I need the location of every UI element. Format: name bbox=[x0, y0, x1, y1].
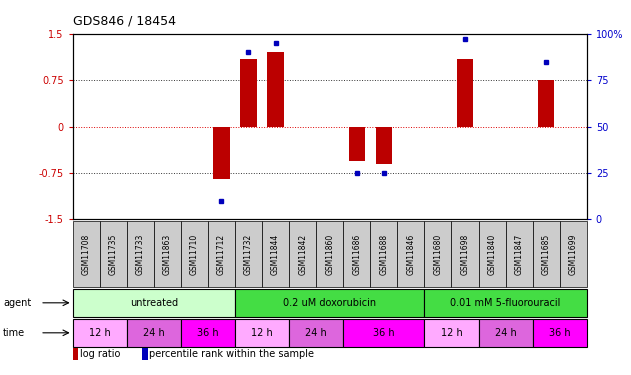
Text: GSM11847: GSM11847 bbox=[515, 233, 524, 274]
Bar bbox=[533, 221, 560, 287]
Text: untreated: untreated bbox=[130, 298, 178, 308]
Bar bbox=[316, 221, 343, 287]
Text: percentile rank within the sample: percentile rank within the sample bbox=[149, 350, 314, 359]
Bar bbox=[127, 221, 154, 287]
Bar bbox=[375, 127, 392, 164]
Bar bbox=[425, 289, 587, 317]
Bar bbox=[505, 221, 533, 287]
Bar bbox=[533, 319, 587, 347]
Bar bbox=[73, 289, 235, 317]
Bar bbox=[127, 319, 181, 347]
Text: GSM11863: GSM11863 bbox=[163, 233, 172, 274]
Bar bbox=[478, 221, 505, 287]
Text: GSM11688: GSM11688 bbox=[379, 234, 388, 274]
Bar bbox=[73, 221, 100, 287]
Text: 36 h: 36 h bbox=[197, 328, 219, 338]
Bar bbox=[452, 221, 478, 287]
Bar bbox=[538, 80, 555, 127]
Bar bbox=[142, 348, 148, 360]
Text: GSM11699: GSM11699 bbox=[569, 233, 578, 275]
Text: time: time bbox=[3, 328, 25, 338]
Bar bbox=[343, 221, 370, 287]
Bar bbox=[425, 319, 478, 347]
Text: agent: agent bbox=[3, 298, 32, 308]
Bar bbox=[289, 319, 343, 347]
Bar bbox=[398, 221, 425, 287]
Text: GSM11685: GSM11685 bbox=[542, 233, 551, 274]
Bar bbox=[289, 221, 316, 287]
Text: 36 h: 36 h bbox=[373, 328, 394, 338]
Text: 12 h: 12 h bbox=[89, 328, 110, 338]
Bar bbox=[235, 319, 289, 347]
Text: GSM11842: GSM11842 bbox=[298, 234, 307, 274]
Text: GSM11680: GSM11680 bbox=[433, 233, 442, 274]
Text: 24 h: 24 h bbox=[495, 328, 517, 338]
Bar bbox=[73, 348, 78, 360]
Text: GSM11844: GSM11844 bbox=[271, 233, 280, 274]
Text: GSM11860: GSM11860 bbox=[325, 233, 334, 274]
Bar bbox=[262, 221, 289, 287]
Text: 0.01 mM 5-fluorouracil: 0.01 mM 5-fluorouracil bbox=[451, 298, 561, 308]
Text: GSM11735: GSM11735 bbox=[109, 233, 117, 275]
Bar bbox=[478, 319, 533, 347]
Text: GSM11840: GSM11840 bbox=[488, 233, 497, 274]
Text: GSM11712: GSM11712 bbox=[217, 234, 226, 274]
Bar bbox=[457, 58, 473, 127]
Bar bbox=[560, 221, 587, 287]
Bar bbox=[73, 319, 127, 347]
Bar bbox=[370, 221, 398, 287]
Bar bbox=[268, 53, 284, 127]
Text: 0.2 uM doxorubicin: 0.2 uM doxorubicin bbox=[283, 298, 376, 308]
Bar bbox=[100, 221, 127, 287]
Bar bbox=[181, 319, 235, 347]
Text: GSM11686: GSM11686 bbox=[352, 233, 362, 274]
Bar bbox=[213, 127, 230, 179]
Text: 36 h: 36 h bbox=[549, 328, 570, 338]
Text: 12 h: 12 h bbox=[251, 328, 273, 338]
Text: GSM11846: GSM11846 bbox=[406, 233, 415, 274]
Bar bbox=[425, 221, 452, 287]
Text: 24 h: 24 h bbox=[305, 328, 327, 338]
Bar bbox=[343, 319, 425, 347]
Text: GDS846 / 18454: GDS846 / 18454 bbox=[73, 15, 175, 28]
Text: 24 h: 24 h bbox=[143, 328, 165, 338]
Bar bbox=[154, 221, 181, 287]
Bar bbox=[208, 221, 235, 287]
Bar bbox=[235, 221, 262, 287]
Text: GSM11708: GSM11708 bbox=[81, 233, 91, 274]
Text: GSM11733: GSM11733 bbox=[136, 233, 144, 275]
Text: 12 h: 12 h bbox=[440, 328, 463, 338]
Bar bbox=[240, 58, 257, 127]
Bar bbox=[349, 127, 365, 160]
Bar bbox=[181, 221, 208, 287]
Text: GSM11732: GSM11732 bbox=[244, 233, 253, 274]
Bar bbox=[235, 289, 425, 317]
Text: GSM11698: GSM11698 bbox=[461, 233, 469, 274]
Text: GSM11710: GSM11710 bbox=[190, 233, 199, 274]
Text: log ratio: log ratio bbox=[80, 350, 120, 359]
